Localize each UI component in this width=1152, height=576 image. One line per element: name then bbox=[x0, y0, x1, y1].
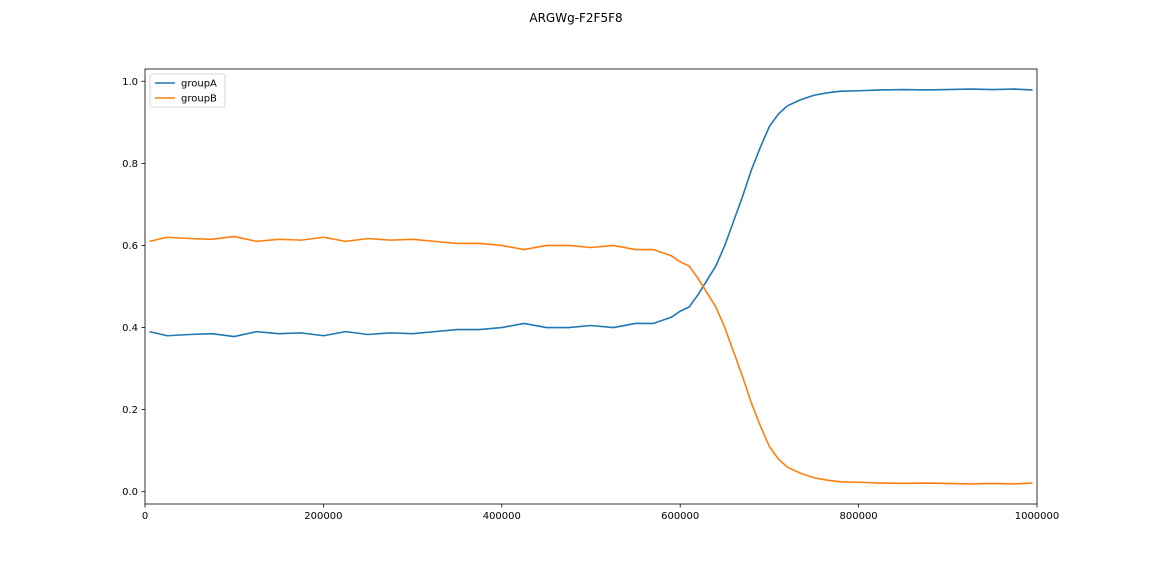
y-tick-label: 1.0 bbox=[122, 77, 138, 88]
y-tick-label: 0.6 bbox=[122, 241, 138, 252]
series-line-groupA bbox=[149, 88, 1033, 338]
y-tick-label: 0.4 bbox=[122, 323, 138, 334]
chart-title: ARGWg-F2F5F8 bbox=[529, 11, 622, 25]
legend-label-groupB: groupB bbox=[181, 94, 217, 105]
x-tick-label: 200000 bbox=[304, 511, 342, 522]
x-tick-label: 400000 bbox=[483, 511, 521, 522]
axes: 0 200000 400000 600000 800000 1000000 0.0 0.2 0.… bbox=[122, 68, 1060, 522]
y-tick-label: 0.0 bbox=[122, 487, 138, 498]
x-tick-label: 600000 bbox=[661, 511, 699, 522]
legend: groupA groupB bbox=[149, 73, 226, 108]
x-tick-label: 1000000 bbox=[1015, 511, 1060, 522]
y-tick-label: 0.2 bbox=[122, 405, 138, 416]
x-tick-label: 800000 bbox=[840, 511, 878, 522]
x-tick-label: 0 bbox=[142, 511, 148, 522]
axes-frame bbox=[144, 68, 1038, 505]
legend-label-groupA: groupA bbox=[181, 79, 217, 90]
series-line-groupB bbox=[149, 235, 1033, 485]
y-tick-label: 0.8 bbox=[122, 159, 138, 170]
plot-area bbox=[149, 88, 1033, 485]
